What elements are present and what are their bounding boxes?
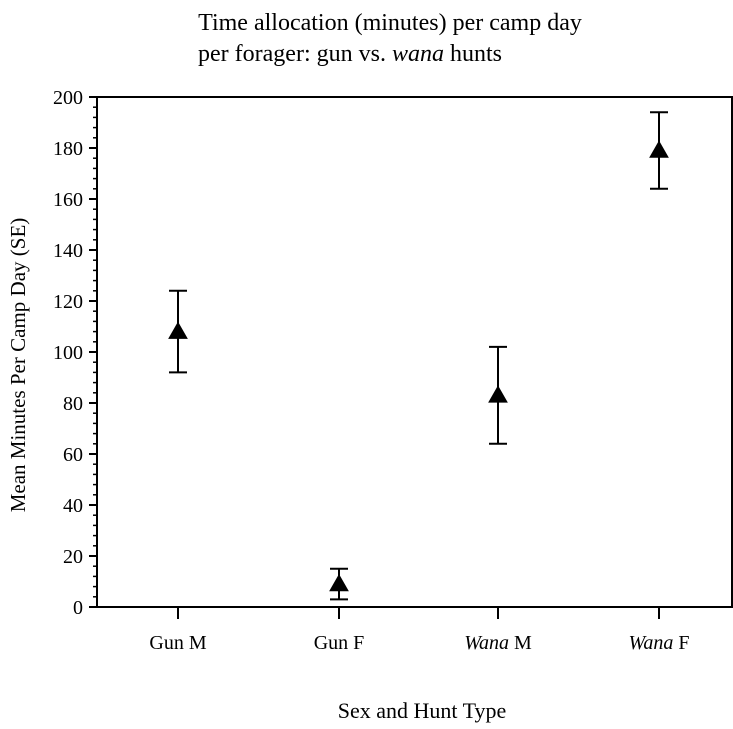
y-tick-label: 0 (73, 597, 83, 619)
x-tick-label: Wana F (629, 632, 690, 654)
plot-frame (96, 96, 733, 608)
x-tick-label-italic: Wana (464, 632, 509, 654)
y-tick-label: 80 (63, 393, 83, 415)
y-tick-label: 120 (53, 291, 83, 313)
x-tick-label-italic: Wana (629, 632, 674, 654)
data-point-triangle (329, 574, 349, 592)
y-tick-label: 160 (53, 189, 83, 211)
data-point-triangle (168, 321, 188, 339)
plot-area: 0 20 40 60 80 100 120 140 160 180 200 Gun M Gun F Wan… (53, 87, 733, 654)
chart-title-line2-italic: wana (392, 41, 444, 67)
y-tick-label: 180 (53, 138, 83, 160)
x-axis-label: Sex and Hunt Type (338, 698, 507, 723)
x-tick-label-plain: F (673, 632, 689, 654)
y-tick-label: 20 (63, 546, 83, 568)
chart-title-line1: Time allocation (minutes) per camp day (198, 10, 582, 36)
x-tick-label-plain: M (509, 632, 532, 654)
y-tick-label: 100 (53, 342, 83, 364)
y-axis-label: Mean Minutes Per Camp Day (SE) (6, 218, 30, 513)
y-tick-label: 40 (63, 495, 83, 517)
x-tick-label: Wana M (464, 632, 532, 654)
y-tick-label: 60 (63, 444, 83, 466)
x-tick-label: Gun M (149, 632, 206, 654)
x-tick-label: Gun F (314, 632, 365, 654)
chart-title-line2-prefix: per forager: gun vs. (198, 41, 386, 67)
data-point-triangle (649, 140, 669, 158)
data-point-triangle (488, 385, 508, 403)
chart-title-line2-suffix: hunts (450, 41, 502, 67)
chart-title-line2: per forager: gun vs. wana hunts (198, 41, 502, 67)
y-tick-label: 200 (53, 87, 83, 109)
y-tick-label: 140 (53, 240, 83, 262)
